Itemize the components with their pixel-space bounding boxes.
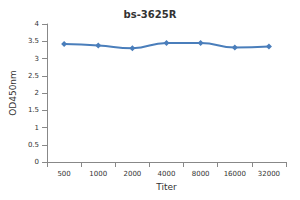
svg-text:2000: 2000	[123, 170, 141, 178]
svg-text:2: 2	[35, 89, 39, 97]
svg-text:4: 4	[35, 20, 40, 28]
svg-text:16000: 16000	[224, 170, 246, 178]
svg-text:0: 0	[35, 158, 39, 166]
svg-text:2.5: 2.5	[28, 72, 39, 80]
svg-text:1000: 1000	[89, 170, 107, 178]
svg-text:500: 500	[57, 170, 70, 178]
svg-text:8000: 8000	[192, 170, 210, 178]
svg-text:3.5: 3.5	[28, 37, 39, 45]
svg-text:OD450nm: OD450nm	[8, 70, 18, 116]
svg-text:4000: 4000	[158, 170, 176, 178]
svg-text:1.5: 1.5	[28, 106, 39, 114]
svg-text:32000: 32000	[258, 170, 280, 178]
svg-text:3: 3	[35, 55, 39, 63]
svg-text:Titer: Titer	[155, 182, 177, 192]
svg-text:bs-3625R: bs-3625R	[124, 9, 177, 20]
svg-text:0.5: 0.5	[28, 141, 39, 149]
svg-text:1: 1	[35, 124, 39, 132]
